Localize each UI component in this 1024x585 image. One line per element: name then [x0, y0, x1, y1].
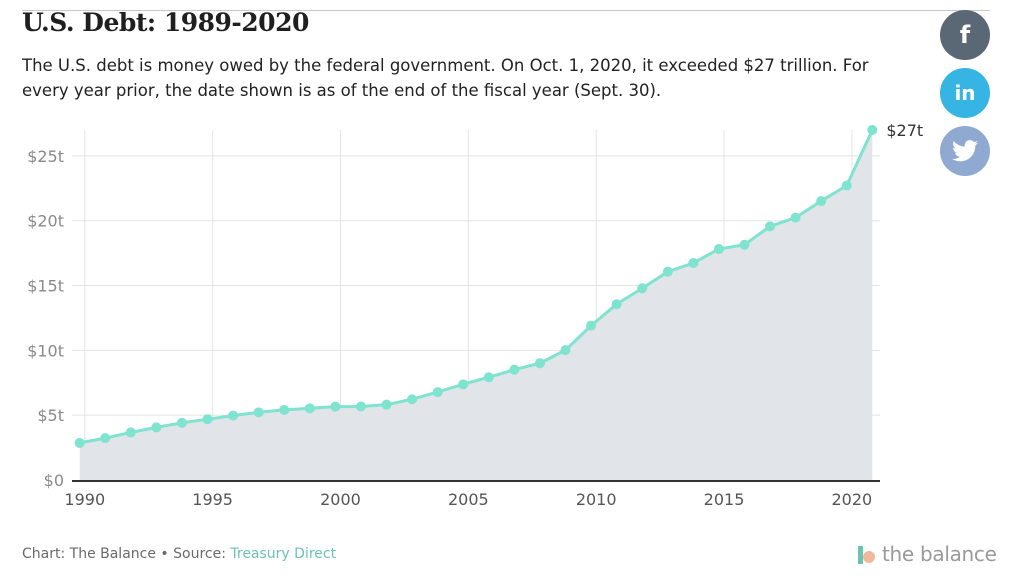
chart-title: U.S. Debt: 1989-2020 — [22, 8, 309, 37]
data-point — [662, 266, 673, 277]
data-point — [586, 320, 597, 331]
the-balance-logo-icon — [858, 546, 875, 564]
x-tick-label: 1990 — [64, 490, 105, 509]
data-point — [279, 404, 290, 415]
data-point — [739, 239, 750, 250]
facebook-share-button[interactable]: f — [940, 10, 990, 60]
x-tick-label: 2010 — [576, 490, 617, 509]
data-point — [74, 437, 85, 448]
twitter-icon — [952, 140, 978, 162]
data-point — [202, 414, 213, 425]
y-tick-label: $20t — [27, 212, 64, 231]
y-tick-label: $25t — [27, 147, 64, 166]
data-point — [867, 125, 878, 135]
y-tick-label: $0 — [44, 471, 64, 490]
data-point — [816, 196, 827, 207]
data-point — [381, 399, 392, 410]
data-point — [483, 372, 494, 383]
twitter-share-button[interactable] — [940, 126, 990, 176]
data-point — [125, 427, 136, 438]
data-point — [713, 244, 724, 254]
y-tick-label: $15t — [27, 277, 64, 296]
data-point — [560, 345, 571, 356]
source-link[interactable]: Treasury Direct — [230, 546, 337, 562]
x-tick-label: 2000 — [320, 490, 361, 509]
chart-subtitle: The U.S. debt is money owed by the feder… — [22, 56, 869, 100]
y-tick-label: $5t — [37, 406, 64, 425]
data-point — [611, 299, 622, 310]
data-point — [534, 358, 545, 369]
data-point — [790, 212, 801, 223]
chart-footer: Chart: The Balance • Source: Treasury Di… — [22, 546, 336, 562]
x-tick-label: 2015 — [704, 490, 745, 509]
data-point — [228, 410, 239, 421]
data-point — [509, 364, 520, 375]
data-point — [355, 401, 366, 412]
data-point — [100, 433, 111, 444]
data-point — [688, 258, 699, 268]
brand-logo: the balance — [856, 540, 997, 568]
top-divider — [22, 10, 990, 11]
y-tick-label: $10t — [27, 341, 64, 360]
brand-text: the balance — [882, 542, 997, 566]
data-point — [151, 422, 162, 433]
x-tick-label: 2020 — [832, 490, 873, 509]
data-point — [765, 221, 776, 232]
data-point — [304, 403, 315, 414]
linkedin-icon: in — [954, 81, 976, 105]
data-point — [458, 379, 469, 390]
data-point — [176, 417, 187, 428]
data-point — [841, 180, 852, 191]
data-point — [253, 407, 264, 418]
area-fill — [79, 130, 873, 480]
source-prefix: Chart: The Balance • Source: — [22, 546, 231, 562]
data-point — [407, 394, 418, 405]
data-point — [330, 401, 341, 412]
facebook-icon: f — [959, 21, 971, 49]
data-point — [432, 387, 443, 398]
x-tick-label: 2005 — [448, 490, 489, 509]
x-tick-label: 1995 — [192, 490, 233, 509]
data-points — [74, 125, 878, 448]
data-point — [637, 283, 648, 294]
last-value-label: $27t — [886, 121, 923, 140]
axis-tick-labels: $0 $5t $10t $15t $20t $25t 1990 1995 2000 2005 201… — [27, 147, 872, 509]
linkedin-share-button[interactable]: in — [940, 68, 990, 118]
